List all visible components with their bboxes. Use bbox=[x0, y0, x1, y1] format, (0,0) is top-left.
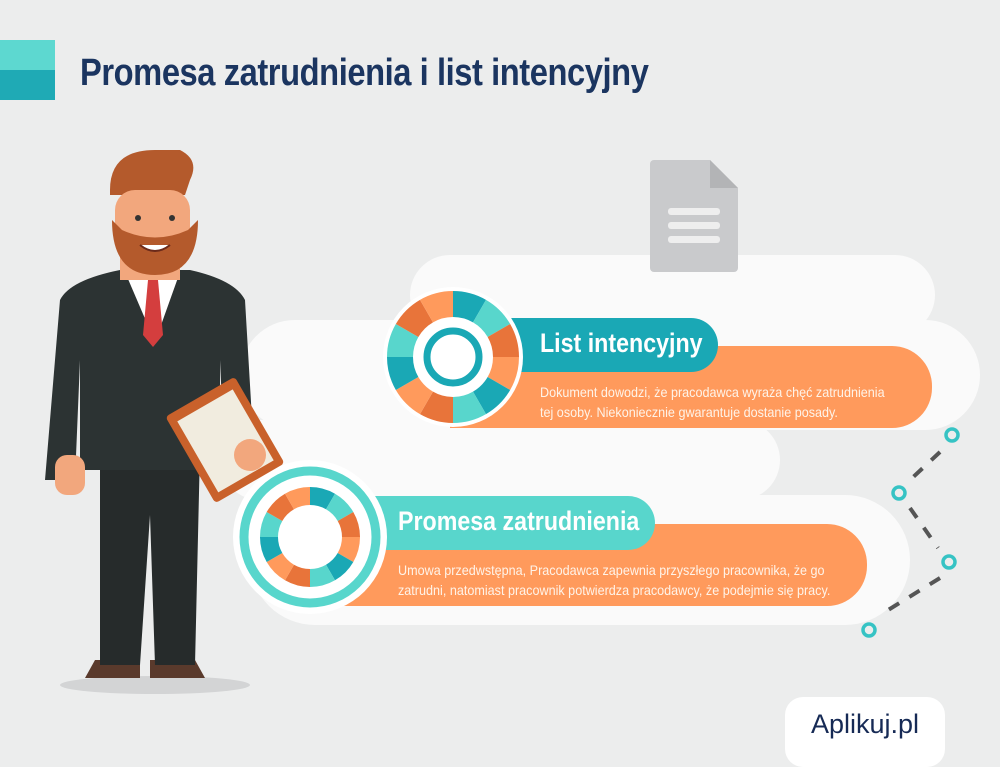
aplikuj-logo[interactable]: Aplikuj.pl bbox=[785, 697, 945, 767]
ring-segment bbox=[420, 391, 453, 423]
ring-segment bbox=[266, 553, 294, 581]
ring-segment bbox=[285, 564, 310, 587]
dotted-path-decoration bbox=[861, 427, 960, 638]
ring-segment bbox=[395, 377, 433, 415]
ring-icon-2 bbox=[233, 460, 387, 614]
ring-segment bbox=[260, 537, 283, 562]
ring-segment bbox=[420, 291, 453, 323]
document-icon bbox=[650, 160, 738, 272]
description-line: Dokument dowodzi, że pracodawca wyraża c… bbox=[540, 384, 885, 400]
ring-segment bbox=[337, 537, 360, 562]
ring-segment bbox=[387, 357, 419, 390]
ring-segment bbox=[453, 291, 486, 323]
title-accent-dark bbox=[0, 70, 55, 100]
ring-segment bbox=[387, 324, 419, 357]
businessman-illustration bbox=[45, 150, 284, 694]
item-title-1: List intencyjny bbox=[540, 328, 703, 358]
item-description-1: Dokument dowodzi, że pracodawca wyraża c… bbox=[540, 382, 885, 422]
ring-segment bbox=[395, 299, 433, 337]
ring-segment bbox=[473, 299, 511, 337]
ring-segment bbox=[473, 377, 511, 415]
item-title-2: Promesa zatrudnienia bbox=[398, 506, 640, 536]
ring-segment bbox=[337, 512, 360, 537]
ring-icon-1 bbox=[383, 287, 523, 427]
ring-segment bbox=[453, 391, 486, 423]
ring-segment bbox=[310, 487, 335, 510]
description-line: zatrudni, natomiast pracownik potwierdza… bbox=[398, 582, 831, 598]
description-line: Umowa przedwstępna, Pracodawca zapewnia … bbox=[398, 562, 825, 578]
title-accent bbox=[0, 40, 55, 70]
ring-segment bbox=[266, 493, 294, 521]
page-title: Promesa zatrudnienia i list intencyjny bbox=[80, 52, 649, 94]
ring-segment bbox=[487, 357, 519, 390]
ring-segment bbox=[326, 553, 354, 581]
ring-outer bbox=[239, 466, 381, 608]
ring-segment bbox=[260, 512, 283, 537]
ring-segment bbox=[310, 564, 335, 587]
ring-segment bbox=[487, 324, 519, 357]
description-line: tej osoby. Niekoniecznie gwarantuje dost… bbox=[540, 404, 838, 420]
ring-segment bbox=[285, 487, 310, 510]
ring-segment bbox=[326, 493, 354, 521]
item-description-2: Umowa przedwstępna, Pracodawca zapewnia … bbox=[398, 560, 830, 600]
